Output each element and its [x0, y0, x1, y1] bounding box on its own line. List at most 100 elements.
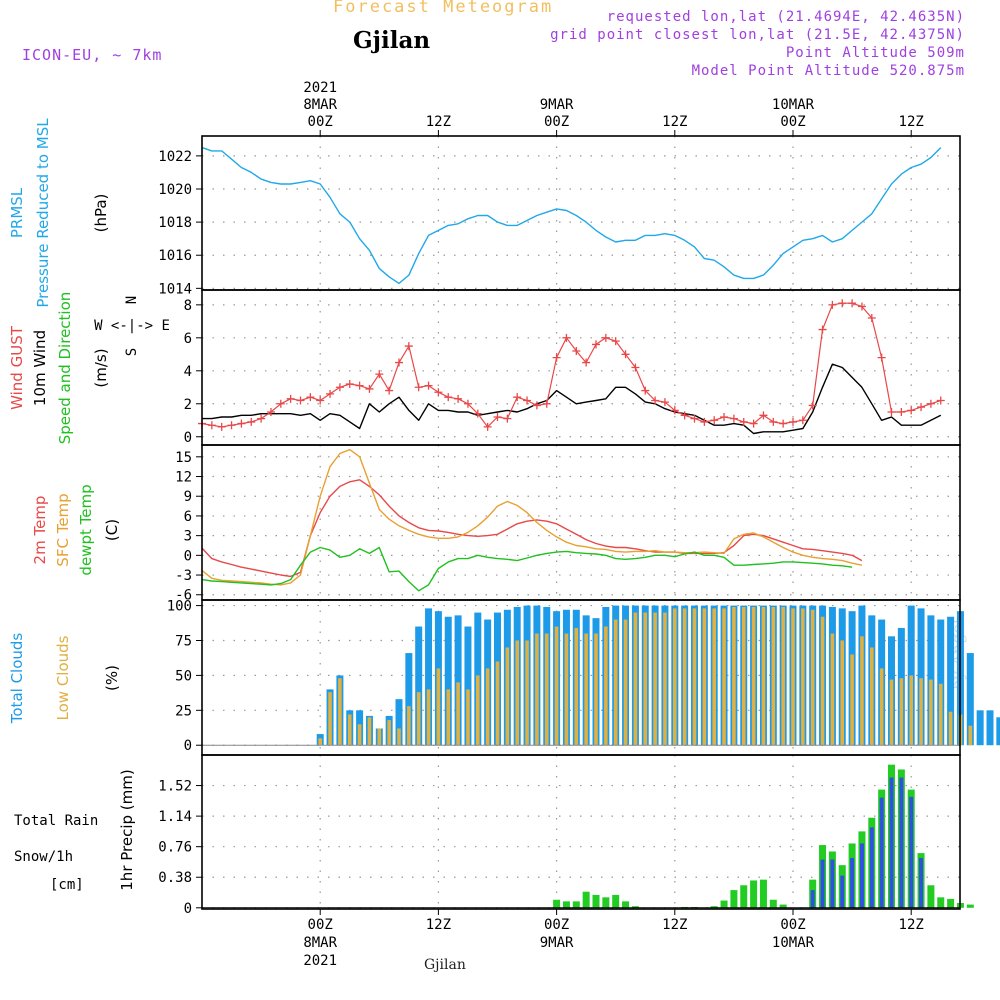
y-tick-label: 0 [184, 738, 192, 754]
low-cloud-bar [761, 606, 766, 746]
x-date-label-bottom: 8MAR [303, 935, 337, 951]
y-tick-label: -6 [175, 588, 192, 604]
dewpoint-line [201, 546, 853, 592]
gust-marker [385, 386, 394, 395]
low-cloud-bar [387, 720, 391, 746]
low-cloud-bar [820, 616, 825, 746]
rain-bar [553, 899, 561, 908]
x-date-label-top: 9MAR [540, 97, 574, 113]
low-cloud-bar [889, 679, 894, 746]
compass-west-east: W <-|-> E [94, 318, 170, 334]
y-tick-label: 1018 [158, 215, 192, 231]
x-year-label-bottom: 2021 [303, 953, 337, 969]
gust-marker [907, 406, 916, 415]
gust-marker [739, 417, 748, 426]
gust-marker [759, 411, 768, 420]
x-tick-label-bottom: 12Z [662, 917, 687, 933]
gust-marker [641, 386, 650, 395]
gust-marker [217, 422, 226, 431]
gust-marker [444, 393, 453, 402]
snow-bar [850, 857, 855, 908]
rain-bar [779, 904, 787, 908]
total-cloud-bar [405, 653, 413, 746]
gust-marker [729, 414, 738, 423]
x-date-label-bottom: 10MAR [772, 935, 815, 951]
gust-marker [483, 422, 492, 431]
snow-unit: [cm] [50, 877, 84, 893]
gust-marker [936, 396, 945, 405]
snow-bar [889, 777, 894, 908]
snow-bar [820, 859, 825, 908]
x-tick-label-top: 00Z [544, 114, 569, 130]
temp-sfc-line [201, 448, 863, 586]
low-cloud-bar [397, 728, 401, 746]
gust-marker [749, 419, 758, 428]
low-cloud-bar [771, 606, 776, 746]
temp-unit: (C) [103, 519, 121, 541]
low-cloud-bar [879, 668, 884, 746]
low-cloud-bar [850, 654, 854, 746]
y-tick-label: 12 [175, 470, 192, 486]
gust-marker [355, 381, 364, 390]
gust-marker [611, 337, 620, 346]
rain-bar [720, 900, 728, 908]
low-cloud-bar [604, 626, 608, 746]
gust-marker [660, 398, 669, 407]
gust-marker [828, 300, 837, 309]
compass-north: N [124, 296, 140, 304]
snow-bar [810, 890, 815, 908]
pressure-line [201, 146, 942, 285]
low-cloud-bar [485, 668, 490, 746]
snow-label: Snow/1h [14, 849, 73, 865]
low-cloud-bar [613, 619, 618, 746]
x-date-label-bottom: 9MAR [540, 935, 574, 951]
gust-marker [454, 394, 463, 403]
low-cloud-bar [495, 661, 500, 746]
gust-marker [345, 379, 354, 388]
low-cloud-bar [554, 626, 559, 746]
gust-marker [552, 353, 561, 362]
y-tick-label: 6 [184, 331, 192, 347]
gust-marker [463, 399, 472, 408]
y-tick-label: 6 [184, 509, 192, 525]
gust-marker [286, 394, 295, 403]
point-altitude: Point Altitude 509m [785, 45, 965, 61]
low-cloud-bar [416, 692, 421, 746]
y-tick-label: 0 [184, 430, 192, 446]
low-cloud-bar [909, 675, 913, 746]
total-cloud-bar [415, 626, 423, 746]
low-cloud-bar [938, 683, 943, 746]
gust-marker [562, 333, 571, 342]
gust-marker [631, 363, 640, 372]
y-tick-label: 1.14 [158, 809, 192, 825]
total-cloud-bar [444, 616, 452, 746]
low-clouds-label: Low Clouds [54, 635, 72, 720]
low-cloud-bar [525, 640, 529, 746]
gust-marker [926, 399, 935, 408]
low-cloud-bar [692, 608, 697, 746]
snow-bar [830, 859, 835, 908]
low-cloud-bar [505, 647, 510, 746]
gust-marker [207, 421, 216, 430]
low-cloud-bar [574, 627, 579, 746]
gust-marker [582, 358, 591, 367]
snow-bar [879, 797, 884, 908]
y-tick-label: 0.38 [158, 870, 192, 886]
gust-marker [424, 381, 433, 390]
gust-marker [266, 408, 275, 417]
x-tick-label-top: 00Z [308, 114, 333, 130]
total-cloud-bar [996, 717, 1000, 746]
low-cloud-bar [367, 717, 372, 746]
gust-marker [326, 389, 335, 398]
low-cloud-bar [584, 633, 588, 746]
low-cloud-bar [791, 608, 795, 746]
low-cloud-bar [338, 678, 342, 746]
low-cloud-bar [476, 675, 480, 746]
low-cloud-bar [328, 692, 332, 746]
low-cloud-bar [594, 633, 598, 746]
rain-bar [769, 899, 777, 908]
snow-bar [899, 777, 904, 908]
total-cloud-bar [947, 616, 955, 746]
gust-marker [779, 419, 788, 428]
temp-2m-line [201, 479, 863, 578]
